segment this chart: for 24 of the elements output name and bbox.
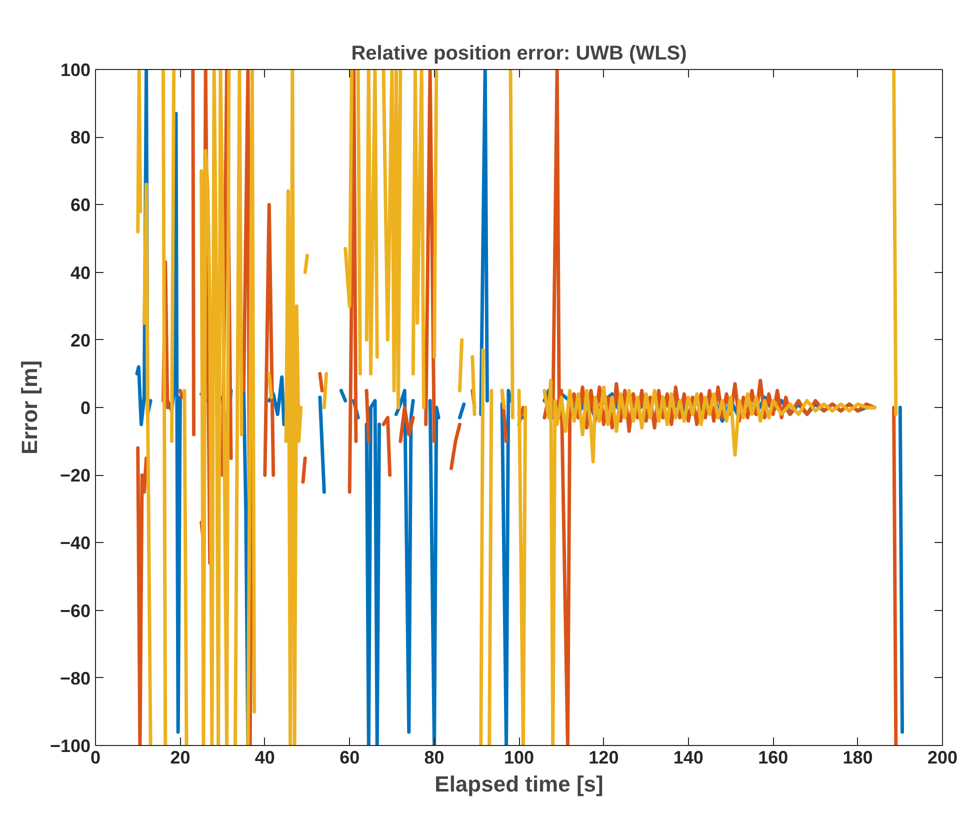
y-tick-label: −60 [60, 600, 91, 621]
x-tick-label: 120 [588, 748, 619, 768]
x-tick-label: 60 [340, 748, 360, 768]
y-tick-label: 100 [60, 60, 91, 80]
y-tick-label: −20 [60, 466, 91, 486]
x-tick-label: 100 [504, 748, 534, 768]
y-tick-label: 60 [70, 195, 91, 216]
chart-title: Relative position error: UWB (WLS) [351, 42, 687, 64]
y-tick-label: 40 [70, 262, 91, 283]
x-tick-label: 140 [673, 748, 704, 768]
x-axis-title: Elapsed time [s] [434, 772, 604, 796]
y-tick-label: 0 [80, 398, 91, 418]
y-tick-label: −80 [60, 668, 91, 688]
x-tick-label: 180 [842, 748, 873, 768]
y-tick-label: −40 [60, 533, 91, 554]
x-tick-label: 160 [758, 748, 788, 768]
x-tick-label: 40 [254, 748, 275, 768]
x-tick-label: 80 [424, 748, 444, 768]
y-axis-title: Error [m] [16, 360, 42, 455]
x-tick-label: 20 [170, 748, 190, 768]
y-tick-label: −100 [50, 736, 91, 756]
y-tick-label: 20 [70, 330, 91, 350]
y-tick-label: 80 [70, 128, 91, 148]
x-tick-label: 200 [927, 748, 958, 768]
